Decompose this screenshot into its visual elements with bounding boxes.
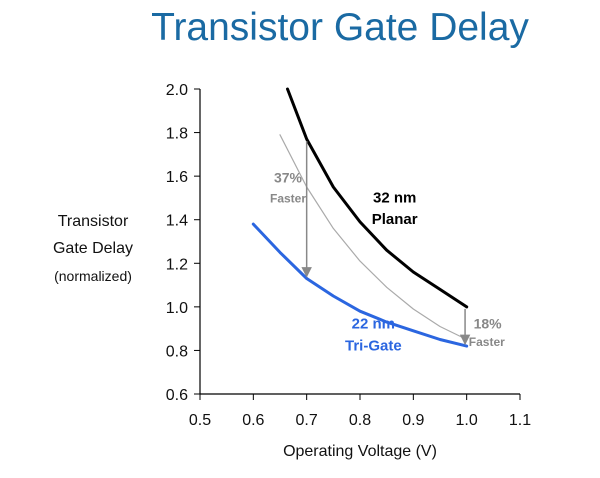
trigate-22nm-line xyxy=(251,222,469,348)
series-label-trigate-line-2: Tri-Gate xyxy=(345,337,402,354)
y-tick-label: 0.8 xyxy=(166,343,188,360)
chart-title: Transistor Gate Delay xyxy=(151,6,529,49)
y-axis-label-line-1: Transistor xyxy=(57,213,129,230)
annotation-18-faster: Faster xyxy=(469,335,505,349)
y-tick-label: 1.8 xyxy=(166,126,188,143)
y-tick-label: 1.2 xyxy=(166,256,188,273)
x-tick-label: 0.6 xyxy=(242,412,264,429)
x-tick-label: 0.5 xyxy=(189,412,211,429)
x-tick-label: 0.9 xyxy=(402,412,424,429)
x-axis-label: Operating Voltage (V) xyxy=(283,443,437,460)
series-label-planar-line-2: Planar xyxy=(372,211,418,228)
x-tick-label: 1.0 xyxy=(456,412,478,429)
reference-line xyxy=(279,134,468,341)
annotation-18-percent: 18% xyxy=(474,316,503,332)
y-tick-label: 1.4 xyxy=(166,213,188,230)
x-tick-label: 1.1 xyxy=(509,412,531,429)
planar-32nm-line xyxy=(286,87,469,309)
y-tick-label: 1.6 xyxy=(166,169,188,186)
annotation-37-percent: 37% xyxy=(274,170,303,186)
y-axis-label-line-2: Gate Delay xyxy=(52,240,134,257)
series-label-trigate-line-1: 22 nm xyxy=(352,316,395,333)
y-tick-label: 2.0 xyxy=(166,82,188,99)
x-tick-label: 0.8 xyxy=(349,412,371,429)
annotation-37-faster: Faster xyxy=(270,191,306,205)
y-tick-label: 0.6 xyxy=(166,387,188,404)
x-tick-label: 0.7 xyxy=(296,412,318,429)
series-label-planar-line-1: 32 nm xyxy=(373,189,416,206)
y-axis-label-line-3: (normalized) xyxy=(54,268,132,284)
y-tick-label: 1.0 xyxy=(166,300,188,317)
